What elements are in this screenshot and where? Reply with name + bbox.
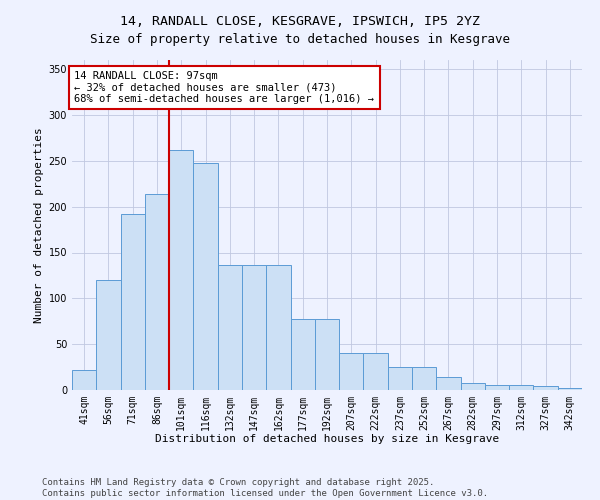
X-axis label: Distribution of detached houses by size in Kesgrave: Distribution of detached houses by size … <box>155 434 499 444</box>
Text: Contains HM Land Registry data © Crown copyright and database right 2025.
Contai: Contains HM Land Registry data © Crown c… <box>42 478 488 498</box>
Bar <box>145 194 169 390</box>
Bar <box>96 280 121 390</box>
Bar <box>218 266 242 390</box>
Bar <box>339 354 364 390</box>
Bar <box>193 162 218 390</box>
Bar <box>72 370 96 390</box>
Y-axis label: Number of detached properties: Number of detached properties <box>34 127 44 323</box>
Text: Size of property relative to detached houses in Kesgrave: Size of property relative to detached ho… <box>90 32 510 46</box>
Bar <box>533 386 558 390</box>
Bar <box>509 386 533 390</box>
Bar <box>242 266 266 390</box>
Bar <box>290 318 315 390</box>
Bar <box>461 382 485 390</box>
Bar <box>436 377 461 390</box>
Text: 14 RANDALL CLOSE: 97sqm
← 32% of detached houses are smaller (473)
68% of semi-d: 14 RANDALL CLOSE: 97sqm ← 32% of detache… <box>74 71 374 104</box>
Bar <box>558 388 582 390</box>
Bar <box>266 266 290 390</box>
Bar <box>121 214 145 390</box>
Bar <box>364 354 388 390</box>
Text: 14, RANDALL CLOSE, KESGRAVE, IPSWICH, IP5 2YZ: 14, RANDALL CLOSE, KESGRAVE, IPSWICH, IP… <box>120 15 480 28</box>
Bar <box>485 384 509 390</box>
Bar <box>388 367 412 390</box>
Bar <box>412 367 436 390</box>
Bar <box>315 318 339 390</box>
Bar <box>169 150 193 390</box>
